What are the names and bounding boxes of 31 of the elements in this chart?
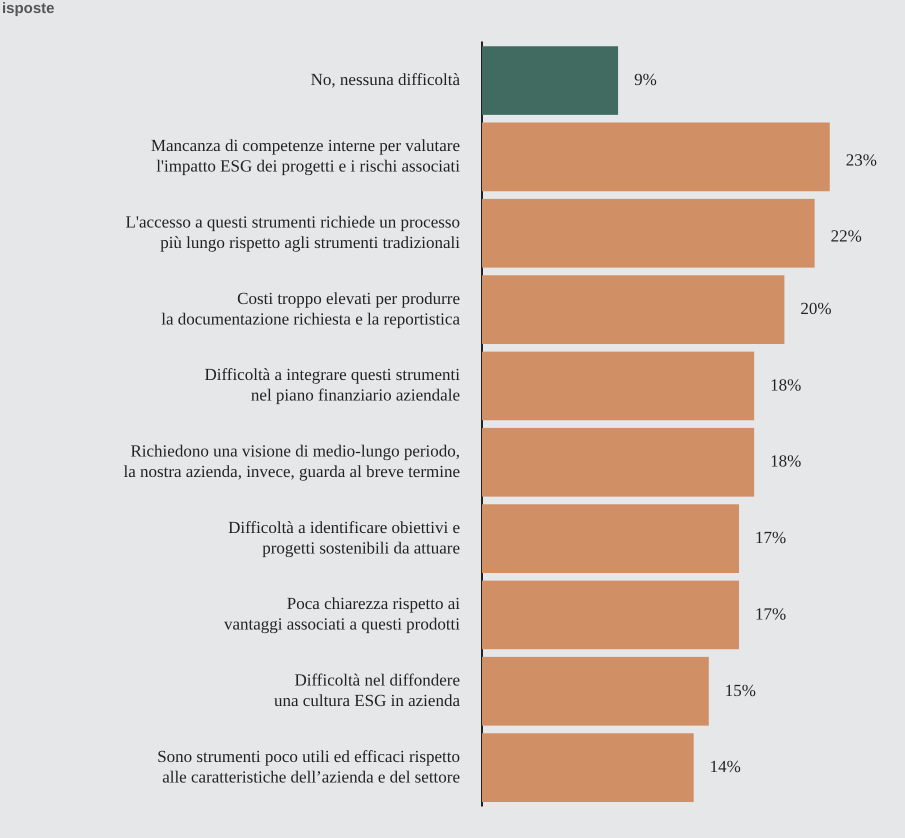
y-tick-label: Poca chiarezza rispetto ai vantaggi associati a questi prodotti <box>224 594 460 634</box>
bar <box>482 580 740 650</box>
y-tick-label: Mancanza di competenze interne per valutare l'impatto ESG dei progetti e i rischi associati <box>150 136 460 176</box>
y-tick-label: Difficoltà nel diffondere una cultura ESG in azienda <box>274 670 460 710</box>
data-label: 22% <box>830 226 862 246</box>
y-tick-label: Difficoltà a identificare obiettivi e progetti sostenibili da attuare <box>228 518 460 558</box>
data-label: 14% <box>710 757 741 776</box>
y-tick-label: No, nessuna difficoltà <box>310 70 460 90</box>
bar <box>482 504 740 573</box>
bar <box>482 46 618 115</box>
bar <box>482 733 694 802</box>
data-label: 18% <box>770 452 802 471</box>
y-tick-label: Sono strumenti poco utili ed efficaci rispetto alle caratteristiche dell’azienda e del settore <box>157 746 460 786</box>
y-tick-label: Difficoltà a integrare questi strumenti nel piano finanziario aziendale <box>204 365 460 405</box>
data-label: 9% <box>634 70 657 90</box>
data-label: 18% <box>770 375 802 394</box>
bar <box>482 656 709 726</box>
data-label: 23% <box>846 150 877 170</box>
y-tick-label: Costi troppo elevati per produrre la documentazione richiesta e la reportistica <box>161 288 460 328</box>
y-tick-label: Richiedono una visione di medio-lungo periodo, la nostra azienda, invece, guarda al breve termine <box>123 442 460 481</box>
bar <box>482 198 815 268</box>
y-tick-label: L'accesso a questi strumenti richiede un processo più lungo rispetto agli strumenti tradizionali <box>126 212 460 252</box>
data-label: 17% <box>755 528 786 548</box>
data-label: 20% <box>800 299 832 318</box>
bar <box>482 352 754 420</box>
data-label: 17% <box>755 604 786 624</box>
data-label: 15% <box>724 680 756 700</box>
bar <box>482 275 784 344</box>
bar <box>482 122 830 192</box>
text: isposte <box>2 0 55 17</box>
bar <box>482 428 754 497</box>
